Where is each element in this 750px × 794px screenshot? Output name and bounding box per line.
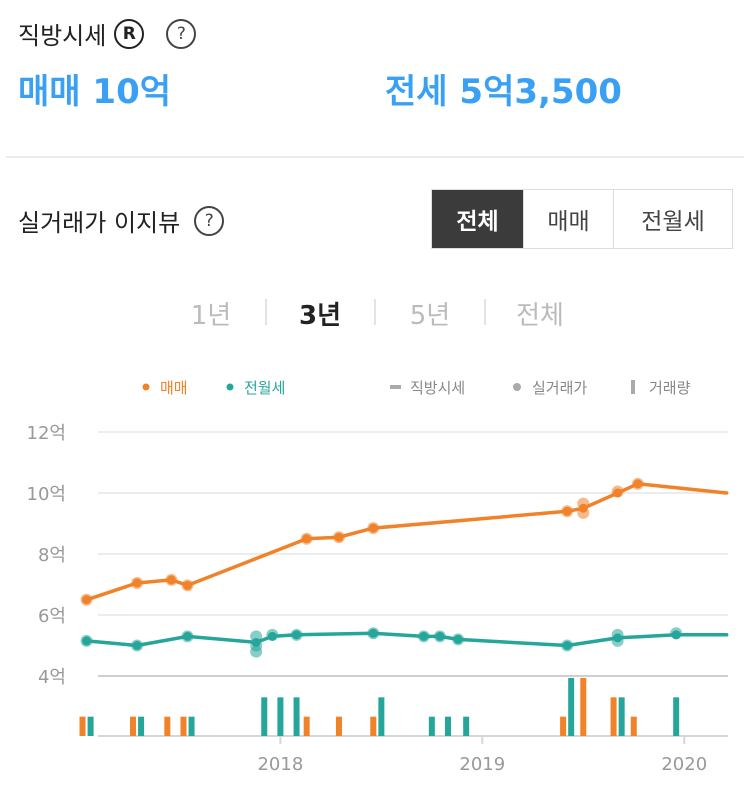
series-line-sale [84, 482, 729, 602]
point-sale [132, 578, 142, 588]
jeonse-price: 전세 5억3,500 [385, 64, 622, 113]
volume-bar-sale [79, 716, 86, 736]
period-selector: 1년 3년 5년 전체 [0, 295, 750, 331]
help-icon[interactable]: ? [194, 205, 225, 236]
point-rent [613, 633, 623, 643]
tab-sale[interactable]: 매매 [523, 190, 613, 248]
zigbang-price-label: 직방시세 [18, 22, 107, 50]
period-3y[interactable]: 3년 [298, 301, 341, 331]
volume-bar-rent [293, 697, 300, 736]
period-5y[interactable]: 5년 [409, 301, 451, 331]
point-rent [368, 628, 378, 638]
x-tick-label: 2020 [661, 754, 707, 775]
legend-dot-marker [513, 383, 521, 391]
volume-bar-rent [138, 716, 145, 736]
tab-all[interactable]: 전체 [432, 190, 523, 248]
divider [6, 156, 744, 158]
legend-label: 직방시세 [410, 379, 465, 397]
period-all[interactable]: 전체 [516, 301, 564, 331]
sale-price-label: 매매 [18, 72, 81, 112]
point-sale [334, 532, 344, 542]
point-sale [633, 479, 643, 489]
volume-bar-rent [568, 678, 575, 736]
point-sale [166, 575, 176, 585]
volume-bar-rent [463, 716, 470, 736]
volume-bar-sale [610, 697, 617, 736]
y-tick-label: 4억 [38, 667, 66, 688]
point-sale [183, 580, 193, 590]
point-sale [613, 488, 623, 498]
legend-line-marker [390, 385, 401, 389]
volume-bar-sale [180, 716, 187, 736]
legend-dot-rent [226, 383, 234, 391]
volume-bar-rent [673, 697, 680, 736]
volume-bar-rent [445, 716, 451, 736]
point-sale [562, 506, 572, 516]
period-divider [484, 299, 486, 325]
price-chart: 매매 전월세 직방시세 실거래가 거래량 4억 6억 8억 10억 12억 2018 2019 2020 [27, 379, 729, 775]
point-rent [453, 634, 463, 644]
sale-price: 매매 10억 [18, 64, 171, 113]
series-line-rent [84, 631, 729, 648]
point-rent [251, 637, 261, 647]
volume-bar-rent [188, 716, 195, 736]
transaction-dot-rent [250, 645, 263, 658]
legend-label: 전월세 [244, 379, 285, 397]
help-icon[interactable]: ? [166, 18, 197, 49]
period-divider [374, 299, 376, 325]
volume-bar-rent [261, 697, 268, 736]
volume-bar-rent [87, 716, 94, 736]
sale-price-value: 10억 [92, 72, 172, 112]
jeonse-price-value: 5억3,500 [459, 72, 622, 112]
legend-label: 매매 [160, 379, 188, 397]
x-tick-label: 2018 [257, 754, 303, 775]
point-rent [435, 631, 445, 641]
x-tick-label: 2019 [459, 754, 505, 775]
volume-bar-rent [428, 716, 435, 736]
y-tick-label: 8억 [38, 545, 66, 566]
volume-bar-sale [630, 716, 637, 736]
volume-bar-rent [618, 697, 625, 736]
point-rent [562, 641, 572, 650]
point-rent [183, 631, 193, 641]
volume-bar-sale [370, 716, 377, 736]
tab-jeonse-monthly[interactable]: 전월세 [613, 190, 732, 248]
easy-view-title: 실거래가 이지뷰 ? [18, 203, 225, 238]
period-divider [265, 299, 267, 325]
point-rent [671, 630, 681, 640]
legend-label: 실거래가 [532, 379, 587, 397]
y-tick-label: 6억 [38, 606, 66, 627]
point-sale [368, 523, 378, 533]
point-rent [132, 641, 142, 650]
jeonse-price-label: 전세 [385, 72, 448, 112]
volume-bar-sale [130, 716, 136, 736]
legend-label: 거래량 [649, 379, 691, 397]
zigbang-price-title: 직방시세 R ? [18, 16, 197, 51]
point-rent [292, 630, 302, 640]
volume-bar-sale [164, 716, 171, 736]
point-sale [302, 534, 312, 544]
y-tick-label: 12억 [27, 423, 66, 444]
volume-bar-sale [335, 716, 342, 736]
point-rent [267, 631, 277, 641]
volume-bar-rent [378, 697, 385, 736]
volume-bar-sale [580, 678, 587, 736]
volume-bar-rent [277, 697, 284, 736]
volume-bar-sale [303, 716, 310, 736]
legend-dot-sale [142, 383, 150, 391]
trade-type-tabs: 전체 매매 전월세 [431, 189, 733, 249]
registered-icon: R [114, 18, 145, 49]
point-sale [578, 503, 588, 513]
legend-bar-marker [631, 380, 635, 394]
point-rent [82, 636, 92, 646]
y-tick-label: 10억 [27, 484, 66, 505]
point-rent [419, 631, 429, 641]
period-1y[interactable]: 1년 [190, 301, 232, 331]
easy-view-label: 실거래가 이지뷰 [18, 209, 181, 237]
volume-bar-sale [560, 716, 567, 736]
point-sale [82, 595, 92, 605]
